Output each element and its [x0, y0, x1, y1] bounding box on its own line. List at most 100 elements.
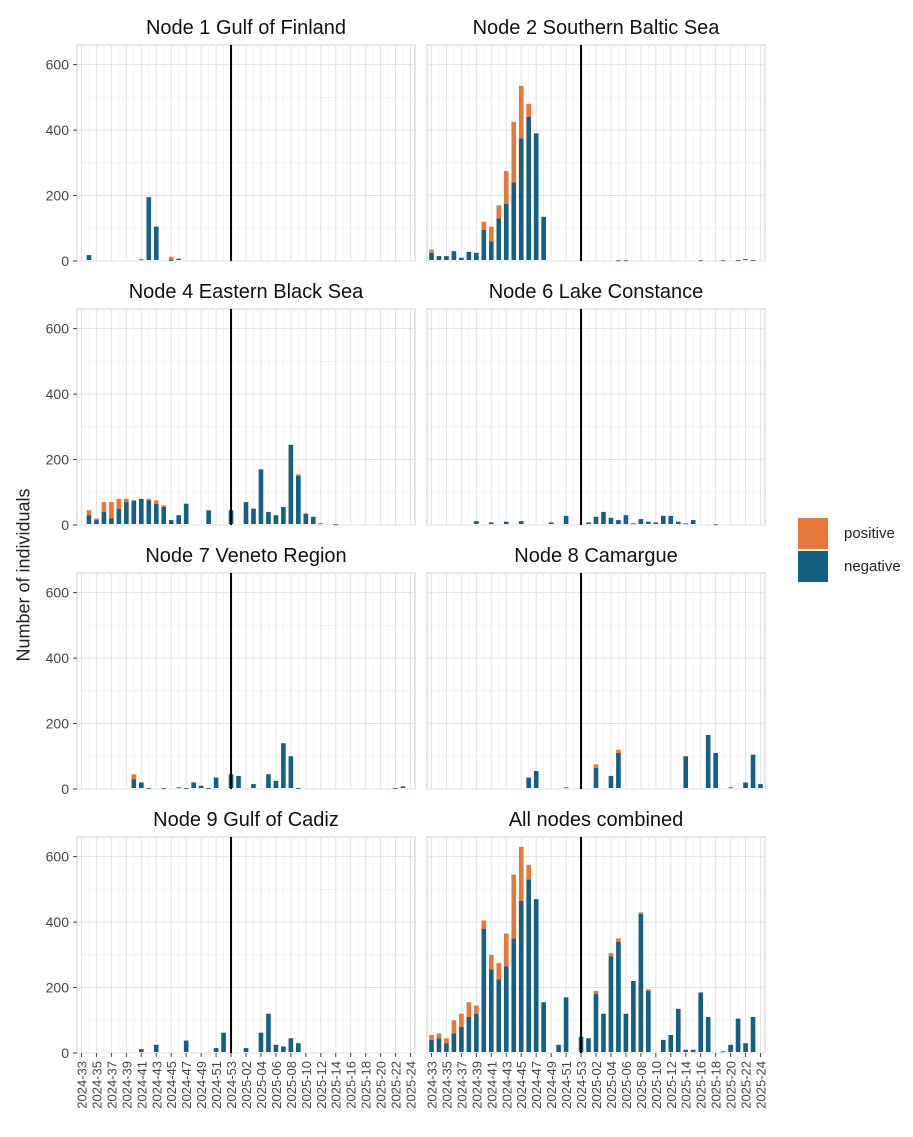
bar-negative: [713, 753, 718, 788]
bar-positive: [616, 749, 621, 753]
bar-negative: [131, 779, 137, 788]
bar-negative: [638, 519, 644, 524]
bar-negative: [333, 524, 339, 526]
panel-title: Node 6 Lake Constance: [489, 281, 704, 303]
bar-negative: [720, 1051, 726, 1053]
bar-negative: [728, 787, 733, 789]
bar-negative: [183, 503, 189, 524]
x-tick-label: 2025-18: [359, 1061, 374, 1109]
x-tick-label: 2025-22: [389, 1061, 404, 1109]
bar-negative: [496, 979, 502, 1052]
bar-negative: [466, 251, 472, 260]
bar-negative: [660, 1039, 666, 1052]
bar-positive: [488, 954, 494, 970]
bar-negative: [488, 522, 494, 524]
x-tick-label: 2024-45: [164, 1061, 179, 1109]
bar-negative: [616, 941, 621, 1052]
bar-positive: [459, 1013, 464, 1027]
x-tick-label: 2025-22: [739, 1061, 754, 1109]
bar-positive: [616, 938, 621, 942]
bar-negative: [503, 203, 509, 260]
bar-positive: [116, 498, 122, 509]
bar-negative: [601, 511, 606, 524]
bar-negative: [653, 522, 659, 524]
x-tick-label: 2025-20: [724, 1061, 739, 1109]
bar-negative: [743, 1043, 748, 1052]
bar-positive: [503, 933, 509, 967]
bar-negative: [206, 788, 211, 789]
bar-negative: [735, 1018, 741, 1052]
x-tick-label: 2024-51: [559, 1061, 574, 1109]
y-tick-label: 600: [46, 57, 70, 73]
panel-title: Node 2 Southern Baltic Sea: [473, 17, 721, 39]
x-tick-label: 2024-49: [544, 1061, 559, 1109]
bar-negative: [176, 787, 182, 789]
bar-negative: [631, 981, 636, 1052]
bar-negative: [153, 1044, 159, 1052]
bar-positive: [451, 1020, 457, 1034]
bar-positive: [429, 249, 434, 253]
y-tick-label: 200: [46, 980, 70, 996]
bar-negative: [138, 259, 144, 261]
bar-negative: [593, 516, 599, 524]
bar-negative: [698, 260, 704, 262]
bar-negative: [444, 1043, 449, 1052]
bar-negative: [153, 226, 159, 260]
bar-negative: [750, 1017, 756, 1052]
bar-negative: [138, 498, 144, 524]
bar-negative: [586, 1038, 591, 1052]
bar-positive: [593, 990, 599, 995]
bar-negative: [563, 787, 569, 789]
x-tick-label: 2025-04: [254, 1061, 269, 1109]
bar-negative: [518, 900, 524, 1052]
bar-positive: [496, 963, 502, 980]
bar-negative: [698, 992, 704, 1052]
bar-negative: [646, 521, 651, 524]
bar-negative: [511, 938, 517, 1052]
bar-negative: [503, 966, 509, 1052]
x-tick-label: 2025-12: [314, 1061, 329, 1109]
x-tick-label: 2024-39: [119, 1061, 134, 1109]
bar-negative: [690, 520, 696, 524]
bar-negative: [593, 767, 599, 788]
x-tick-label: 2024-47: [529, 1061, 544, 1109]
legend-label-negative: negative: [844, 558, 901, 575]
bar-negative: [743, 782, 748, 788]
x-tick-label: 2025-08: [634, 1061, 649, 1109]
x-tick-label: 2025-02: [239, 1061, 254, 1109]
bar-negative: [191, 782, 196, 788]
bar-negative: [481, 229, 487, 260]
bar-negative: [451, 251, 457, 260]
bar-negative: [593, 994, 599, 1052]
bar-negative: [488, 241, 494, 260]
x-tick-label: 2025-04: [604, 1061, 619, 1109]
bar-negative: [503, 521, 509, 524]
bar-negative: [675, 1008, 681, 1052]
bar-negative: [563, 515, 569, 524]
bar-negative: [466, 1017, 472, 1052]
panel-title: All nodes combined: [509, 809, 684, 831]
panel-title: Node 8 Camargue: [514, 545, 677, 567]
bar-negative: [251, 508, 256, 524]
bar-negative: [288, 444, 294, 524]
bar-negative: [660, 515, 666, 524]
bar-negative: [198, 785, 204, 788]
x-tick-label: 2025-10: [649, 1061, 664, 1109]
x-tick-label: 2024-53: [224, 1061, 239, 1109]
bar-negative: [296, 1043, 301, 1052]
y-tick-label: 600: [46, 849, 70, 865]
bar-negative: [683, 756, 689, 788]
y-tick-label: 600: [46, 321, 70, 337]
x-tick-label: 2024-45: [514, 1061, 529, 1109]
legend-swatch-positive: [798, 518, 828, 549]
bar-positive: [429, 1035, 434, 1040]
x-tick-label: 2024-35: [439, 1061, 454, 1109]
legend-swatch-negative: [798, 551, 828, 582]
bar-negative: [146, 788, 152, 789]
y-tick-label: 400: [46, 122, 70, 138]
y-tick-label: 200: [46, 716, 70, 732]
bar-positive: [466, 1002, 472, 1017]
bar-negative: [444, 256, 449, 260]
bar-positive: [481, 221, 487, 230]
bar-negative: [124, 502, 129, 524]
